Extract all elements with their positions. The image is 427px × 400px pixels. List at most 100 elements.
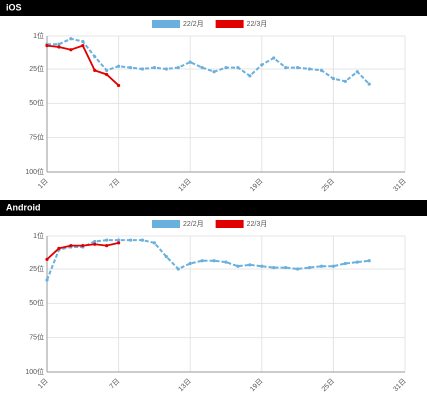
x-tick-label: 13日 [177,177,193,193]
point [81,244,85,248]
legend-swatch [152,20,180,28]
legend-label: 22/2月 [183,220,204,228]
legend-label: 22/3月 [247,220,268,228]
y-tick-label: 25位 [29,64,44,73]
point [188,60,192,64]
point [200,259,204,263]
x-tick-label: 25日 [320,377,336,393]
series-line [46,44,120,87]
x-tick-label: 19日 [248,177,264,193]
header-bar [0,0,427,16]
x-tick-label: 7日 [108,377,121,390]
point [128,65,133,70]
point [164,255,168,259]
y-tick-label: 100位 [25,367,44,376]
x-tick-label: 1日 [36,377,49,390]
point [117,238,121,242]
point [69,244,73,248]
x-tick-label: 25日 [320,177,336,193]
y-tick-label: 25位 [29,264,44,273]
x-tick-label: 7日 [108,177,121,190]
point [343,261,347,266]
point [176,65,180,70]
point [319,68,324,72]
point [307,67,312,71]
point [57,45,61,49]
x-tick-label: 1日 [36,177,49,190]
point [105,68,109,72]
legend-swatch [152,220,180,228]
point [81,39,85,44]
point [117,83,121,88]
series-line [47,37,370,85]
y-tick-label: 75位 [29,133,44,142]
point [93,68,97,72]
point [355,260,359,264]
point [343,79,347,83]
point [248,263,252,267]
point [45,257,49,261]
point [128,238,133,242]
point [117,64,121,68]
point [93,242,97,246]
point [176,267,180,271]
point [236,65,240,70]
y-tick-label: 50位 [29,298,44,307]
legend-swatch [215,20,244,28]
header-bar [0,200,427,216]
point [152,241,156,245]
y-tick-label: 1位 [33,231,44,240]
legend-swatch [215,220,244,228]
point [319,264,324,268]
point [105,244,109,248]
point [224,260,228,264]
point [200,65,204,70]
series-line [46,239,370,281]
y-tick-label: 100位 [25,167,44,176]
point [45,278,49,282]
chart-title: iOS [6,2,22,12]
y-tick-label: 50位 [29,98,44,107]
point [236,264,240,268]
point [45,44,49,48]
point [355,70,359,74]
x-tick-label: 31日 [392,177,408,193]
point [140,238,145,242]
x-tick-label: 13日 [177,377,193,393]
y-tick-label: 75位 [29,333,44,342]
point [296,267,300,271]
point [69,37,73,41]
point [224,65,228,70]
chart-title: Android [6,202,41,212]
point [93,239,97,244]
x-tick-label: 19日 [248,377,264,393]
point [260,63,264,67]
point [212,70,216,74]
point [105,238,109,242]
point [284,65,288,70]
legend-label: 22/2月 [183,20,204,28]
point [117,241,121,245]
point [272,56,276,60]
point [260,264,264,268]
point [164,67,168,71]
point [140,67,145,71]
point [367,259,371,263]
point [81,44,85,48]
point [93,55,97,59]
point [296,65,300,70]
point [331,76,335,81]
point [57,246,61,250]
point [248,74,252,78]
point [367,82,371,86]
point [105,72,109,77]
point [57,42,61,46]
point [272,265,276,270]
point [188,261,192,266]
point [152,65,156,70]
y-tick-label: 1位 [33,31,44,40]
point [331,264,335,268]
point [284,265,288,270]
point [69,48,73,52]
